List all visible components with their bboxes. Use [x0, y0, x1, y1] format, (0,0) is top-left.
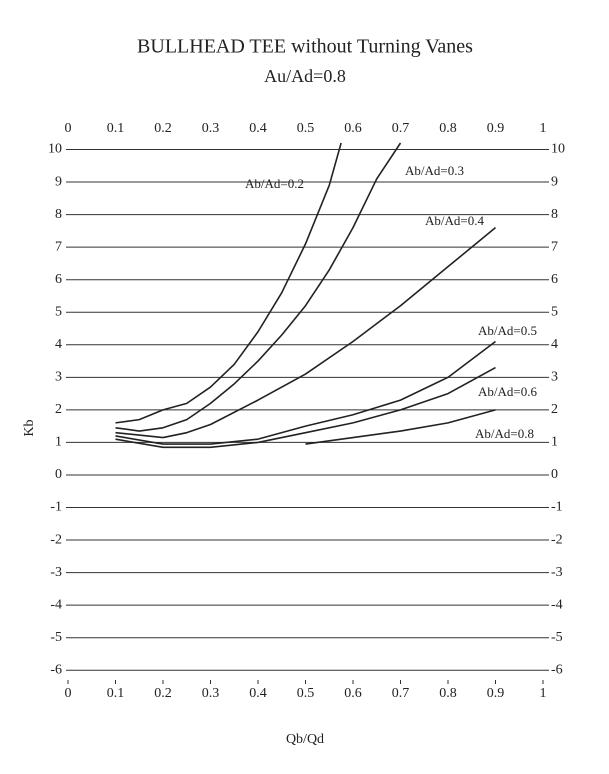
x-tick-label-top: 0.7 — [392, 121, 410, 136]
x-tick-label: 0.6 — [344, 686, 362, 701]
x-axis-label: Qb/Qd — [286, 732, 324, 747]
series-line — [115, 340, 496, 445]
x-tick-label: 0.1 — [107, 686, 125, 701]
y-tick-label-right: 8 — [551, 207, 558, 222]
x-tick-label: 1 — [540, 686, 547, 701]
series-line — [115, 227, 497, 439]
x-tick-label: 0.9 — [487, 686, 505, 701]
y-tick-label-right: 9 — [551, 174, 558, 189]
x-tick-label-top: 0.4 — [249, 121, 267, 136]
y-tick-label-right: 6 — [551, 272, 558, 287]
y-tick-label: 1 — [55, 435, 62, 450]
y-tick-label: 3 — [55, 370, 62, 385]
y-tick-label: -1 — [50, 500, 62, 515]
series-line — [115, 142, 342, 424]
x-tick-label-top: 0.9 — [487, 121, 505, 136]
y-tick-label: 9 — [55, 174, 62, 189]
chart-subtitle: Au/Ad=0.8 — [264, 66, 346, 86]
y-tick-label-right: 2 — [551, 402, 558, 417]
y-tick-label-right: -1 — [551, 500, 563, 515]
y-tick-label: 2 — [55, 402, 62, 417]
x-tick-label-top: 0 — [65, 121, 72, 136]
chart-title: BULLHEAD TEE without Turning Vanes — [137, 36, 473, 58]
series-label: Ab/Ad=0.6 — [478, 384, 537, 399]
series-label: Ab/Ad=0.2 — [245, 176, 304, 191]
y-tick-label: -2 — [50, 532, 62, 547]
x-tick-label: 0.4 — [249, 686, 267, 701]
series-line — [115, 142, 402, 432]
x-tick-label: 0.5 — [297, 686, 315, 701]
y-tick-label: 4 — [55, 337, 62, 352]
y-tick-label-right: 1 — [551, 435, 558, 450]
y-tick-label: 0 — [55, 467, 62, 482]
y-tick-label: -3 — [50, 565, 62, 580]
x-tick-label-top: 0.3 — [202, 121, 220, 136]
x-tick-label-top: 0.8 — [439, 121, 457, 136]
x-tick-label: 0.7 — [392, 686, 410, 701]
x-tick-label-top: 0.2 — [154, 121, 172, 136]
y-tick-label: 6 — [55, 272, 62, 287]
x-tick-label-top: 0.5 — [297, 121, 315, 136]
y-tick-label: -6 — [50, 662, 62, 677]
x-tick-label-top: 1 — [540, 121, 547, 136]
series-label: Ab/Ad=0.3 — [405, 163, 464, 178]
y-tick-label-right: -3 — [551, 565, 563, 580]
y-tick-label-right: -5 — [551, 630, 563, 645]
x-tick-label-top: 0.6 — [344, 121, 362, 136]
y-tick-label: -5 — [50, 630, 62, 645]
series-label: Ab/Ad=0.5 — [478, 323, 537, 338]
x-tick-label-top: 0.1 — [107, 121, 125, 136]
y-tick-label-right: 7 — [551, 239, 558, 254]
y-tick-label: 8 — [55, 207, 62, 222]
y-tick-label: -4 — [50, 597, 62, 612]
y-tick-label-right: 5 — [551, 304, 558, 319]
series-label: Ab/Ad=0.8 — [475, 426, 534, 441]
y-tick-label: 10 — [48, 142, 62, 157]
series-line — [305, 409, 496, 445]
y-tick-label-right: 3 — [551, 370, 558, 385]
y-tick-label-right: 10 — [551, 142, 565, 157]
y-axis-label: Kb — [22, 419, 37, 436]
y-tick-label-right: -4 — [551, 597, 563, 612]
y-tick-label-right: -2 — [551, 532, 563, 547]
y-tick-label: 5 — [55, 304, 62, 319]
y-tick-label: 7 — [55, 239, 62, 254]
series-line — [115, 366, 496, 449]
y-tick-label-right: 0 — [551, 467, 558, 482]
x-tick-label: 0 — [65, 686, 72, 701]
y-tick-label-right: -6 — [551, 662, 563, 677]
x-tick-label: 0.8 — [439, 686, 457, 701]
y-tick-label-right: 4 — [551, 337, 558, 352]
series-label: Ab/Ad=0.4 — [425, 213, 484, 228]
x-tick-label: 0.3 — [202, 686, 220, 701]
x-tick-label: 0.2 — [154, 686, 172, 701]
